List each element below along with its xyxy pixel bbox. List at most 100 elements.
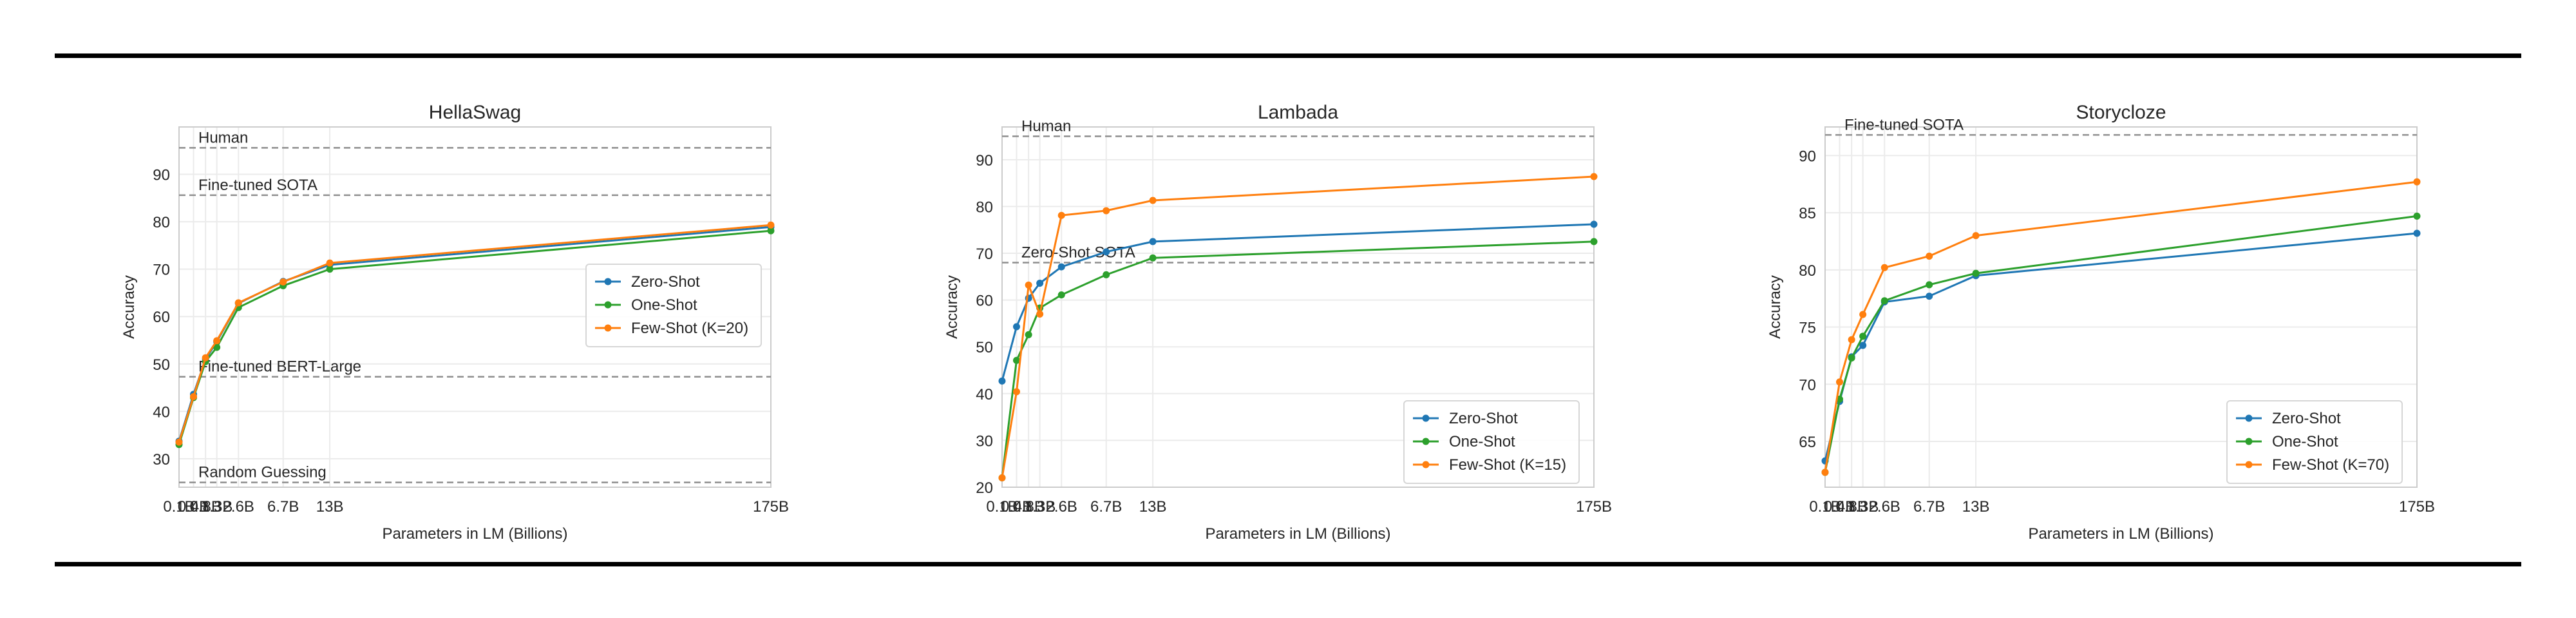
reference-line-label: Fine-tuned SOTA (198, 177, 317, 194)
x-tick-label: 0.4B (1824, 498, 1855, 516)
chart-lambada: Human Zero-Shot SOTA 20 30 40 50 60 70 80 90 0.1B0… (943, 102, 1612, 543)
x-tick-label: 2.6B (1869, 498, 1900, 516)
reference-line-label: Fine-tuned SOTA (1844, 116, 1964, 133)
data-point (1880, 297, 1888, 305)
y-tick-label: 70 (1799, 376, 1816, 394)
chart-title: HellaSwag (429, 102, 521, 123)
data-point (1926, 293, 1933, 300)
y-tick-label: 90 (976, 152, 993, 169)
data-point (998, 377, 1006, 385)
data-point (1103, 248, 1110, 256)
chart-title: Storycloze (2076, 102, 2166, 123)
x-tick-label: 175B (1576, 498, 1612, 516)
data-point (1036, 310, 1044, 318)
data-point (1848, 336, 1855, 343)
legend-swatch-marker (2245, 461, 2253, 468)
plot-frame (1001, 126, 1595, 488)
legend-label: Zero-Shot (1449, 410, 1518, 427)
series-line (1001, 240, 1595, 478)
x-tick-label: 0.8B (1012, 498, 1044, 516)
legend-label: Few-Shot (K=70) (2272, 456, 2389, 474)
data-point (1103, 207, 1110, 215)
data-point (213, 337, 221, 345)
y-tick-label: 20 (976, 479, 993, 497)
y-tick-label: 30 (976, 432, 993, 450)
data-point (2413, 178, 2421, 186)
legend-box (585, 264, 762, 347)
y-tick-label: 70 (976, 246, 993, 263)
chart-storycloze: Fine-tuned SOTA6570758085900.1B0.4B0.8B1… (1766, 102, 2435, 543)
series-line (1824, 180, 2418, 473)
x-tick-label: 1.3B (1024, 498, 1056, 516)
y-tick-label: 85 (1799, 205, 1816, 222)
x-tick-label: 0.1B (986, 498, 1018, 516)
legend-box (2226, 400, 2403, 484)
x-tick-label: 0.1B (163, 498, 194, 516)
legend-swatch-marker (604, 324, 612, 332)
data-point (2413, 212, 2421, 220)
x-tick-label: 6.7B (1913, 498, 1945, 516)
data-point (1821, 468, 1829, 476)
y-tick-label: 90 (1799, 148, 1816, 165)
data-point (1972, 232, 1980, 240)
chart-hellaswag: Human Fine-tuned SOTA Fine-tuned BERT-Larg… (120, 102, 789, 543)
data-point (1859, 333, 1867, 340)
legend-swatch-marker (2245, 438, 2253, 445)
y-tick-label: 50 (153, 356, 170, 374)
data-point (1057, 263, 1065, 271)
data-point (1057, 291, 1065, 299)
data-point (1013, 388, 1021, 396)
legend-label: Few-Shot (K=20) (631, 320, 748, 337)
legend-swatch-marker (1422, 461, 1430, 468)
reference-line-label: Random Guessing (198, 464, 327, 481)
y-tick-label: 70 (153, 262, 170, 279)
data-point (326, 259, 334, 267)
data-point (1057, 211, 1065, 219)
x-tick-label: 175B (753, 498, 789, 516)
plot-frame (1824, 126, 2418, 488)
data-point (1859, 311, 1867, 318)
series-line (1824, 215, 2418, 473)
data-point (1036, 279, 1044, 287)
y-tick-label: 30 (153, 451, 170, 468)
series-line (1001, 223, 1595, 381)
x-axis-label: Parameters in LM (Billions) (1205, 525, 1390, 543)
legend-box (1403, 400, 1580, 484)
data-point (279, 278, 287, 286)
data-point (1149, 254, 1157, 262)
legend-swatch-marker (1422, 414, 1430, 422)
data-point (1590, 173, 1598, 180)
data-point (326, 266, 334, 273)
x-tick-label: 0.8B (189, 498, 221, 516)
x-tick-label: 13B (1139, 498, 1167, 516)
legend-label: Few-Shot (K=15) (1449, 456, 1566, 474)
x-tick-label: 2.6B (1046, 498, 1077, 516)
data-point (1013, 356, 1021, 364)
data-point (767, 227, 775, 235)
legend-swatch-marker (2245, 414, 2253, 422)
data-point (1025, 331, 1032, 338)
y-tick-label: 60 (153, 309, 170, 326)
chart-title: Lambada (1258, 102, 1338, 123)
x-axis-label: Parameters in LM (Billions) (2028, 525, 2213, 543)
y-axis-label: Accuracy (1766, 275, 1784, 339)
x-tick-label: 13B (1962, 498, 1990, 516)
y-tick-label: 80 (976, 198, 993, 216)
plot-frame (178, 126, 772, 488)
x-tick-label: 0.1B (1809, 498, 1841, 516)
data-point (1926, 253, 1933, 260)
y-tick-label: 80 (153, 214, 170, 231)
data-point (1972, 269, 1980, 277)
data-point (998, 474, 1006, 481)
series-line (178, 224, 772, 443)
x-tick-label: 175B (2399, 498, 2435, 516)
x-axis-label: Parameters in LM (Billions) (382, 525, 567, 543)
legend-swatch-marker (604, 301, 612, 309)
data-point (1013, 323, 1021, 331)
legend-swatch-marker (1422, 438, 1430, 445)
data-point (190, 393, 198, 401)
x-tick-label: 0.4B (178, 498, 209, 516)
legend: Zero-Shot One-Shot Few-Shot (K=70) (2226, 400, 2403, 484)
x-tick-label: 2.6B (223, 498, 254, 516)
